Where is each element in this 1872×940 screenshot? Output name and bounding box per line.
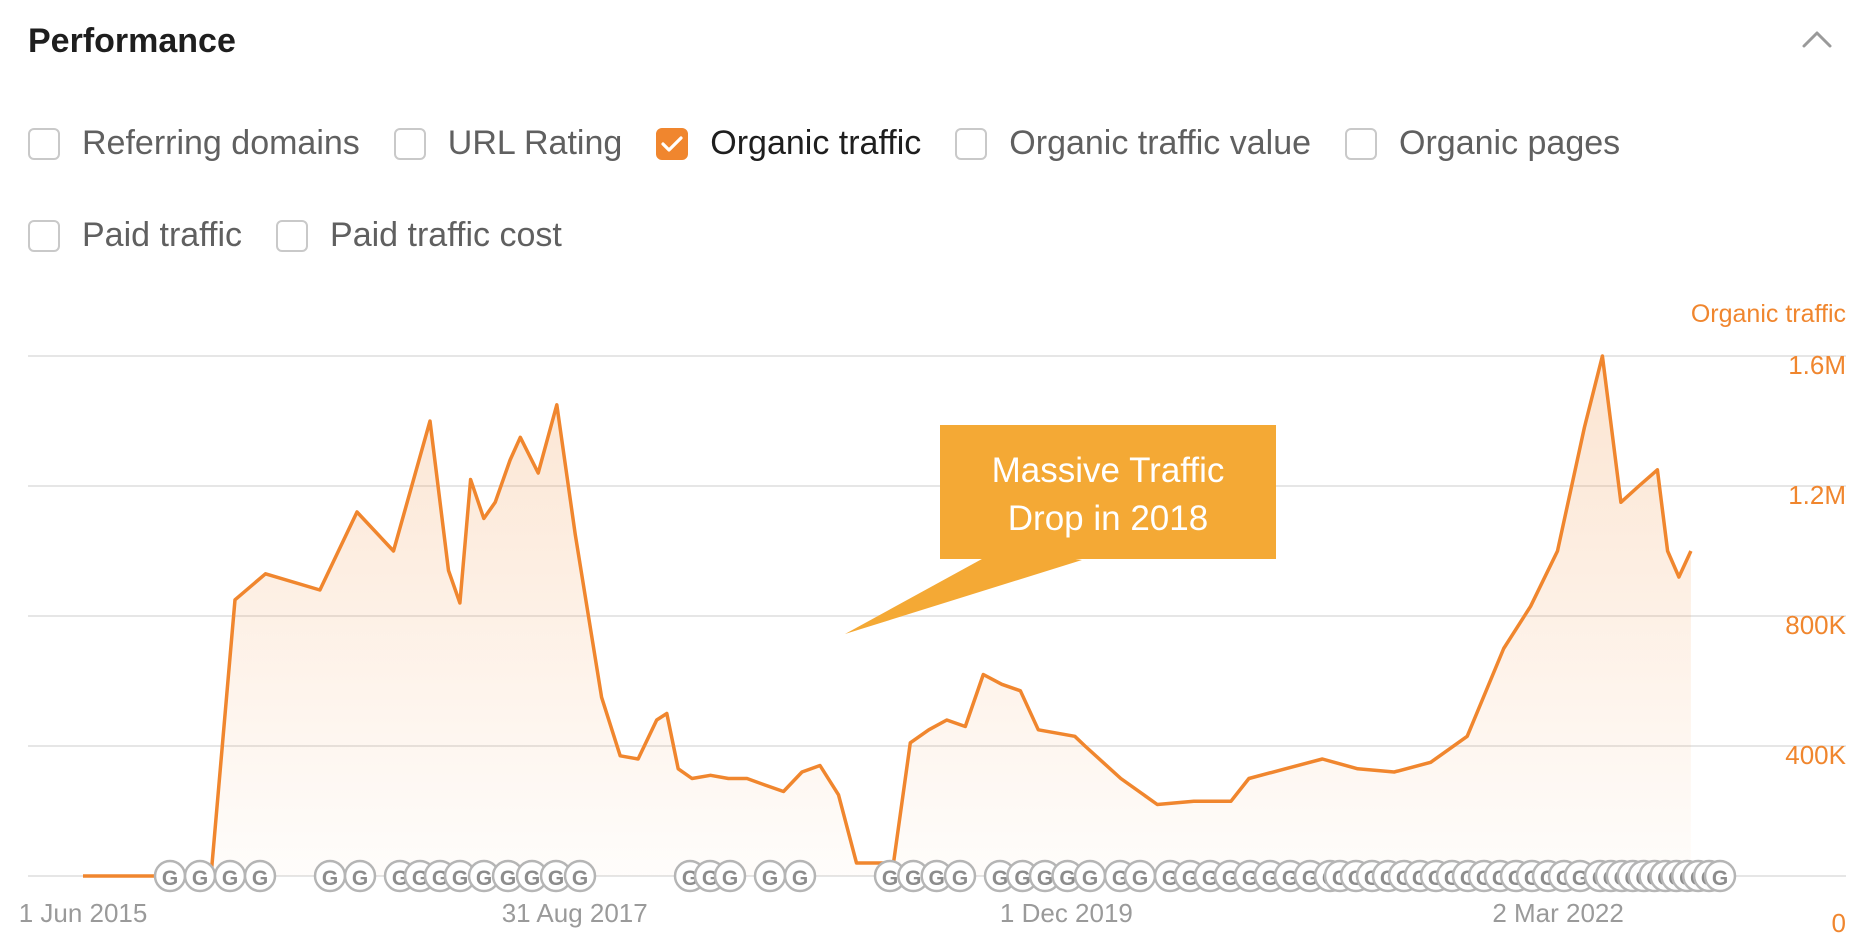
y-tick-label: 1.2M: [1788, 480, 1846, 510]
svg-text:G: G: [192, 867, 208, 890]
checkbox-label: Paid traffic cost: [330, 216, 562, 254]
google-update-marker[interactable]: G: [183, 859, 217, 893]
google-update-marker[interactable]: G: [313, 859, 347, 893]
svg-text:G: G: [722, 867, 738, 890]
svg-text:G: G: [162, 867, 178, 890]
google-update-marker[interactable]: G: [1051, 859, 1084, 893]
checkbox-label: Organic traffic value: [1009, 124, 1312, 162]
google-update-marker[interactable]: G: [343, 859, 377, 893]
svg-text:G: G: [882, 867, 898, 890]
y-tick-label: 400K: [1785, 740, 1846, 770]
google-update-marker[interactable]: G: [443, 859, 477, 893]
google-update-marker[interactable]: G: [943, 859, 977, 893]
svg-text:G: G: [222, 867, 238, 890]
google-update-marker[interactable]: G: [713, 859, 747, 893]
checkbox-box[interactable]: [955, 127, 988, 160]
svg-text:G: G: [762, 867, 778, 890]
y-tick-label: 800K: [1785, 610, 1846, 640]
checkbox-organic-traffic-value[interactable]: Organic traffic value: [955, 124, 1311, 163]
svg-text:G: G: [1059, 867, 1075, 890]
svg-text:G: G: [524, 867, 540, 890]
svg-text:G: G: [792, 867, 808, 890]
checkbox-paid-traffic-cost[interactable]: Paid traffic cost: [276, 216, 562, 255]
checkbox-box[interactable]: [28, 219, 60, 252]
svg-text:G: G: [1014, 867, 1030, 890]
checkbox-paid-traffic[interactable]: Paid traffic: [28, 216, 242, 255]
annotation-line-2: Drop in 2018: [1008, 499, 1208, 538]
checkbox-url-rating[interactable]: URL Rating: [393, 124, 623, 163]
google-update-marker[interactable]: G: [1028, 859, 1062, 893]
checkbox-box[interactable]: [1345, 127, 1378, 160]
metric-options-row-2: Paid traffic Paid traffic cost: [28, 216, 596, 255]
checkbox-label: Referring domains: [82, 124, 360, 162]
panel-title: Performance: [28, 22, 236, 60]
svg-text:G: G: [252, 867, 268, 890]
svg-text:G: G: [500, 867, 516, 890]
organic-traffic-line: [83, 354, 1693, 878]
google-update-marker[interactable]: G: [213, 859, 247, 893]
annotation-callout: Massive Traffic Drop in 2018: [845, 425, 1276, 634]
y-tick-label: 0: [1832, 908, 1846, 938]
x-tick-label: 1 Jun 2015: [19, 898, 148, 928]
svg-text:G: G: [548, 867, 564, 890]
google-update-marker[interactable]: G: [783, 859, 817, 893]
checkbox-organic-traffic[interactable]: Organic traffic: [656, 124, 921, 163]
checkbox-label: Paid traffic: [82, 216, 243, 254]
checkbox-label: Organic pages: [1399, 124, 1621, 162]
svg-text:G: G: [952, 867, 968, 890]
google-update-marker[interactable]: G: [153, 859, 187, 893]
svg-text:G: G: [928, 867, 944, 890]
x-tick-label: 1 Dec 2019: [1000, 898, 1133, 928]
collapse-chevron-icon[interactable]: [1798, 24, 1836, 56]
google-update-marker[interactable]: G: [539, 859, 573, 893]
checkbox-box[interactable]: [656, 127, 689, 160]
svg-text:G: G: [322, 867, 338, 890]
checkbox-label: URL Rating: [447, 124, 623, 162]
google-update-marker[interactable]: G: [1123, 859, 1157, 893]
google-update-marker[interactable]: G: [873, 859, 907, 893]
metric-options-row-1: Referring domains URL Rating Organic tra…: [28, 124, 1654, 163]
svg-text:G: G: [1082, 867, 1098, 890]
svg-text:G: G: [352, 867, 368, 890]
checkbox-box[interactable]: [393, 127, 426, 160]
checkbox-organic-pages[interactable]: Organic pages: [1345, 124, 1620, 163]
annotation-line-1: Massive Traffic: [992, 451, 1225, 490]
google-update-marker[interactable]: G: [243, 859, 277, 893]
y-axis-series-label: Organic traffic: [1691, 300, 1846, 328]
checkbox-box[interactable]: [28, 127, 60, 160]
svg-text:G: G: [1712, 867, 1728, 890]
google-update-marker[interactable]: G: [1703, 859, 1737, 893]
svg-text:G: G: [905, 867, 921, 890]
svg-text:G: G: [452, 867, 468, 890]
organic-traffic-area: [83, 356, 1691, 876]
google-update-marker[interactable]: G: [1073, 859, 1107, 893]
checkmark-icon: [661, 135, 683, 152]
x-tick-label: 31 Aug 2017: [502, 898, 648, 928]
checkbox-label: Organic traffic: [710, 124, 922, 162]
svg-text:G: G: [992, 867, 1008, 890]
svg-text:G: G: [1132, 867, 1148, 890]
google-update-marker[interactable]: G: [920, 859, 953, 893]
checkbox-box[interactable]: [276, 219, 309, 252]
y-tick-label: 1.6M: [1788, 350, 1846, 380]
checkbox-referring-domains[interactable]: Referring domains: [28, 124, 360, 163]
svg-text:G: G: [1037, 867, 1053, 890]
google-update-marker[interactable]: G: [563, 859, 597, 893]
svg-text:G: G: [572, 867, 588, 890]
x-tick-label: 2 Mar 2022: [1492, 898, 1624, 928]
google-update-marker[interactable]: G: [753, 859, 787, 893]
svg-text:G: G: [476, 867, 492, 890]
